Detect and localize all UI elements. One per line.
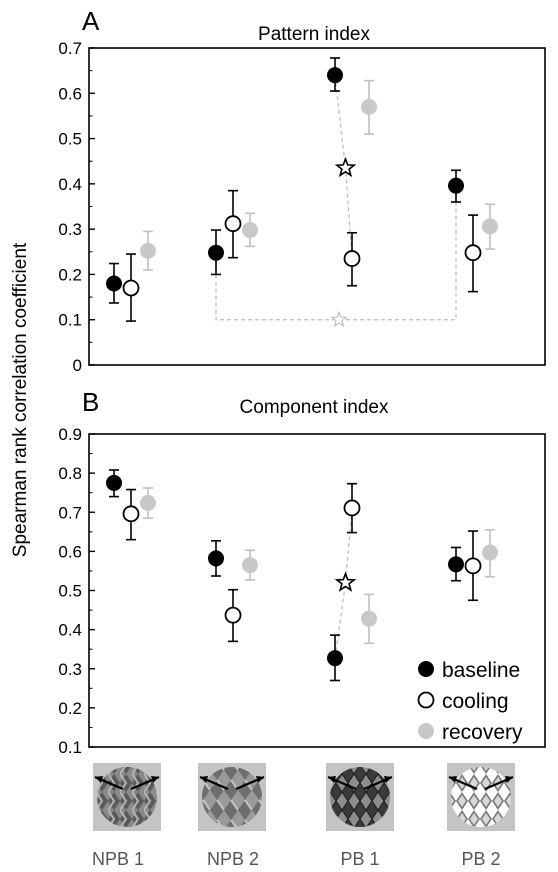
data-point-recovery [140,242,156,259]
y-tick-label: 0.1 [58,311,82,330]
data-point-cooling [464,557,482,575]
data-point-recovery [242,222,258,239]
data-point-recovery [482,218,498,235]
legend-marker-cooling [417,691,435,709]
category-label: PB 2 [461,849,500,869]
panel-a-plot [106,57,498,322]
y-tick-label: 0.6 [58,542,82,561]
y-tick-label: 0.7 [58,39,82,58]
data-point-cooling [343,499,361,517]
stimulus-aperture [97,767,157,827]
data-point-cooling [224,606,242,624]
data-point-baseline [327,67,343,84]
y-tick-label: 0.6 [58,84,82,103]
arrowhead-icon [95,776,103,783]
panel-b-plot [106,469,498,682]
panel-b-title: Component index [240,397,389,418]
arrowhead-icon [384,776,392,783]
category-label: PB 1 [340,849,379,869]
data-point-recovery [361,98,377,115]
significance-star [334,156,357,178]
y-tick-label: 0.1 [58,738,82,757]
y-tick-label: 0 [73,356,82,375]
stimulus-aperture [451,767,511,827]
data-point-baseline [327,650,343,667]
legend: baseline cooling recovery [417,659,523,744]
panel-a-annotations [215,75,457,328]
plaid-stimulus-icon [93,763,161,831]
stimulus-icons [93,763,515,831]
y-tick-label: 0.7 [58,503,82,522]
y-tick-label: 0.3 [58,660,82,679]
category-label: NPB 2 [207,849,259,869]
data-point-recovery [361,610,377,627]
data-point-baseline [448,556,464,573]
data-point-cooling [224,215,242,233]
arrowhead-icon [256,776,264,783]
plaid-stimulus-icon [447,763,515,831]
data-point-recovery [482,544,498,561]
significance-star [330,310,348,328]
data-point-cooling [122,279,140,297]
y-tick-label: 0.3 [58,220,82,239]
y-axis-label: Spearman rank correlation coefficient [10,242,31,557]
y-tick-label: 0.5 [58,582,82,601]
panel-b: B Component index 0.10.20.30.40.50.60.70… [58,387,546,757]
data-point-recovery [140,494,156,511]
y-tick-label: 0.2 [58,265,82,284]
legend-label-baseline: baseline [442,659,520,682]
arrowhead-icon [505,776,513,783]
panel-a-title: Pattern index [258,24,370,45]
legend-marker-baseline [418,661,434,677]
y-tick-label: 0.4 [58,175,82,194]
data-point-cooling [343,250,361,267]
data-point-baseline [208,550,224,567]
data-point-baseline [106,474,122,491]
data-point-recovery [242,557,258,574]
arrowhead-icon [151,776,159,783]
arrowhead-icon [200,776,208,783]
arrowhead-icon [449,776,457,783]
legend-label-recovery: recovery [442,721,523,744]
panel-a: A Pattern index 0 0.1 0.2 0.3 0.4 0.5 0.6 0.7 [58,6,546,375]
category-labels: NPB 1 NPB 2 PB 1 PB 2 [92,849,501,869]
significance-bracket [215,193,457,321]
y-tick-label: 0.2 [58,699,82,718]
y-tick-label: 0.4 [58,621,82,640]
data-point-cooling [122,505,140,523]
y-tick-label: 0.9 [58,425,82,444]
plaid-stimulus-icon [326,763,394,831]
legend-label-cooling: cooling [442,690,509,713]
panel-a-frame [88,47,546,366]
panel-b-y-axis: 0.1 0.2 0.3 0.4 0.5 0.6 0.7 0.8 0.9 [58,425,95,757]
stimulus-aperture [202,767,262,827]
category-label: NPB 1 [92,849,144,869]
plaid-stimulus-icon [198,763,266,831]
y-tick-label: 0.5 [58,130,82,149]
panel-label-a: A [82,6,100,36]
stimulus-aperture [330,767,390,827]
arrowhead-icon [328,776,336,783]
data-point-baseline [208,244,224,261]
significance-star [334,571,357,592]
panel-label-b: B [82,387,99,417]
data-point-cooling [464,244,482,262]
legend-marker-recovery [418,723,434,739]
y-tick-label: 0.8 [58,464,82,483]
data-point-baseline [106,275,122,292]
data-point-baseline [448,177,464,194]
panel-a-y-axis: 0 0.1 0.2 0.3 0.4 0.5 0.6 0.7 [58,39,95,375]
